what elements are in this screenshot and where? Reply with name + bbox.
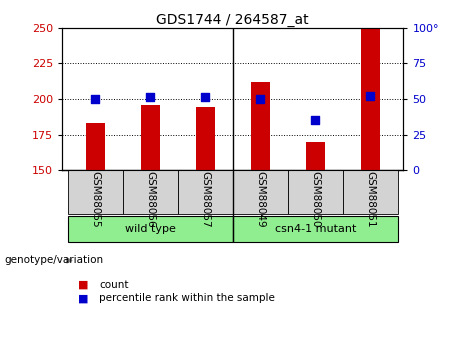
Bar	[68, 216, 233, 241]
Text: GSM88057: GSM88057	[200, 171, 210, 228]
Title: GDS1744 / 264587_at: GDS1744 / 264587_at	[156, 12, 309, 27]
Bar	[195, 107, 215, 170]
Bar	[251, 82, 270, 170]
Bar	[343, 170, 398, 214]
Text: count: count	[99, 280, 129, 289]
Text: wild type: wild type	[125, 224, 176, 234]
Point	[366, 93, 374, 99]
Point	[147, 95, 154, 100]
Point	[92, 96, 99, 102]
Point	[201, 95, 209, 100]
Bar	[178, 170, 233, 214]
Text: GSM88056: GSM88056	[145, 171, 155, 228]
Text: ■: ■	[78, 280, 89, 289]
Text: GSM88055: GSM88055	[90, 171, 100, 228]
Text: ■: ■	[78, 294, 89, 303]
Text: csn4-1 mutant: csn4-1 mutant	[275, 224, 356, 234]
Text: GSM88049: GSM88049	[255, 171, 266, 228]
Text: genotype/variation: genotype/variation	[5, 256, 104, 265]
Text: GSM88050: GSM88050	[310, 171, 320, 227]
Bar	[68, 170, 123, 214]
Bar	[233, 216, 398, 241]
Text: GSM88051: GSM88051	[366, 171, 375, 228]
Text: percentile rank within the sample: percentile rank within the sample	[99, 294, 275, 303]
Bar	[123, 170, 178, 214]
Point	[257, 96, 264, 102]
Bar	[288, 170, 343, 214]
Point	[312, 118, 319, 123]
Bar	[233, 170, 288, 214]
Bar	[306, 142, 325, 170]
Bar	[86, 123, 105, 170]
Bar	[141, 105, 160, 170]
Bar	[361, 28, 380, 170]
